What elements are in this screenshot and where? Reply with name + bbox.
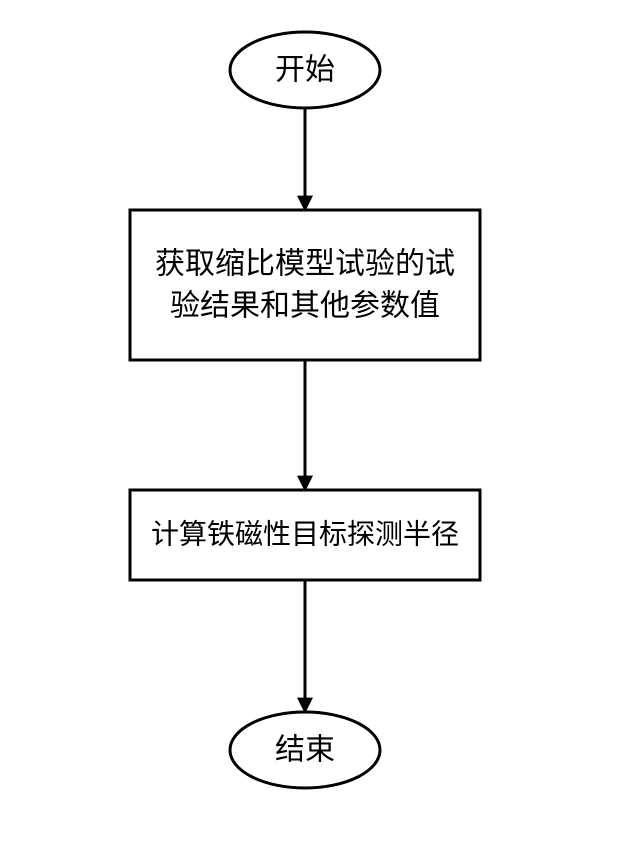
flow-node-step2: 计算铁磁性目标探测半径: [130, 490, 480, 580]
node-label: 结束: [275, 734, 335, 767]
flow-node-end: 结束: [230, 712, 380, 788]
flow-node-start: 开始: [230, 32, 380, 108]
flowchart-canvas: 开始获取缩比模型试验的试验结果和其他参数值计算铁磁性目标探测半径结束: [0, 0, 625, 863]
node-label: 开始: [275, 54, 335, 87]
node-label-line: 获取缩比模型试验的试: [155, 248, 455, 281]
node-label-line: 计算铁磁性目标探测半径: [151, 519, 459, 551]
node-label-line: 验结果和其他参数值: [170, 290, 440, 323]
flow-node-step1: 获取缩比模型试验的试验结果和其他参数值: [130, 210, 480, 360]
